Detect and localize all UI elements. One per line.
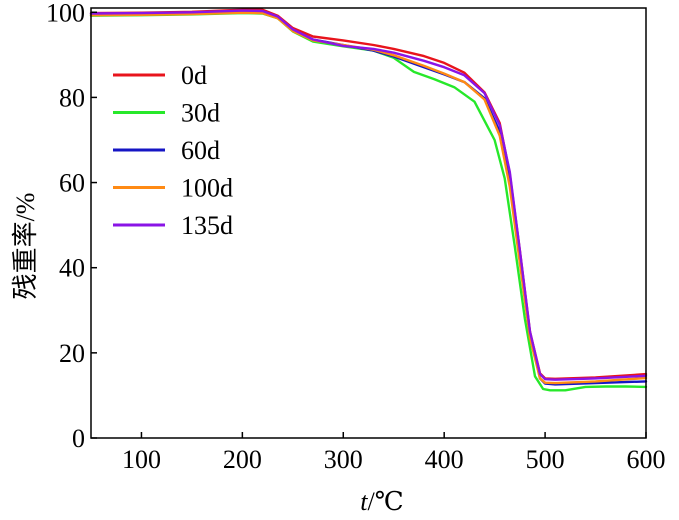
y-axis-title: 残重率/% xyxy=(11,193,40,300)
axis-ticks: 100 200 300 400 500 600 0 20 40 60 80 100 xyxy=(46,0,666,474)
x-tick-label: 600 xyxy=(627,445,666,474)
series-line-100d xyxy=(89,11,648,385)
plot-frame xyxy=(90,7,647,439)
y-tick-label: 40 xyxy=(59,254,85,283)
y-tick-label: 100 xyxy=(46,0,85,27)
series-line-30d xyxy=(89,11,648,392)
plot-lines xyxy=(89,8,648,392)
series-line-135d xyxy=(89,9,648,381)
x-axis-title-unit: /℃ xyxy=(367,487,403,516)
legend-label-30d: 30d xyxy=(181,99,220,128)
y-tick-label: 0 xyxy=(72,424,85,453)
y-tick-label: 20 xyxy=(59,339,85,368)
legend-label-0d: 0d xyxy=(181,61,207,90)
x-axis-title-symbol: t xyxy=(360,487,368,516)
legend-label-60d: 60d xyxy=(181,136,220,165)
y-tick-label: 60 xyxy=(59,169,85,198)
series-line-0d xyxy=(89,8,648,380)
legend-label-135d: 135d xyxy=(181,211,233,240)
x-tick-label: 500 xyxy=(526,445,565,474)
y-tick-label: 80 xyxy=(59,83,85,112)
x-tick-label: 100 xyxy=(122,445,161,474)
x-tick-label: 200 xyxy=(223,445,262,474)
x-tick-label: 300 xyxy=(324,445,363,474)
x-tick-label: 400 xyxy=(425,445,464,474)
legend-label-100d: 100d xyxy=(181,174,233,203)
x-axis-title: t/℃ xyxy=(360,487,404,516)
series-line-60d xyxy=(89,10,648,386)
legend: 0d 30d 60d 100d 135d xyxy=(113,61,233,240)
